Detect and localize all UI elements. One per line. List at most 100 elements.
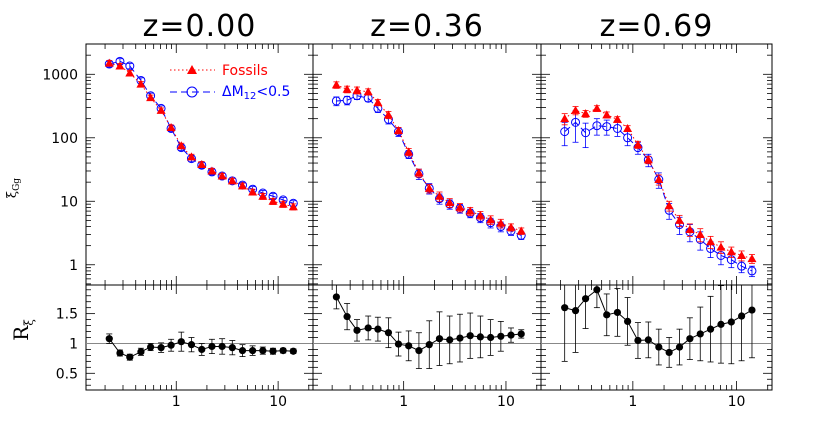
fossils-point: [747, 254, 757, 263]
ratio-point: [208, 342, 216, 351]
ratio-point: [435, 335, 444, 343]
ratio-point: [603, 311, 611, 319]
ratio-point: [394, 340, 403, 348]
fossils-point: [465, 206, 475, 215]
ratio-point: [517, 330, 525, 338]
dm12-point: [571, 117, 581, 127]
ratio-point: [269, 347, 277, 355]
ratio-point: [218, 342, 226, 351]
fossils-point: [506, 222, 516, 231]
ratio-point: [446, 336, 454, 344]
dm12-point: [612, 124, 622, 134]
ratio-point: [332, 293, 340, 301]
fossils-point: [654, 175, 664, 184]
fossils-point: [571, 105, 581, 114]
dm12-point: [747, 266, 757, 276]
ratio-point: [374, 325, 382, 333]
ratio-point: [487, 333, 495, 342]
y-tick-label: 10: [60, 194, 78, 210]
ratio-point: [259, 347, 267, 355]
ratio-point: [476, 333, 484, 341]
fossils-point: [560, 114, 570, 123]
dm12-point: [342, 95, 352, 105]
dm12-point: [331, 96, 341, 106]
fossils-point: [197, 159, 207, 168]
x-tick-label: 10: [497, 394, 515, 410]
fossils-point: [156, 105, 166, 114]
ratio-point: [105, 335, 113, 343]
series-line-dm12: [336, 95, 522, 236]
fossils-point: [445, 198, 455, 207]
legend-dm12-marker: [186, 86, 198, 98]
fossils-point: [268, 196, 278, 205]
ratio-point: [187, 341, 196, 349]
ratio-point: [727, 318, 735, 326]
fossils-point: [434, 191, 444, 200]
ratio-point: [581, 295, 590, 303]
series-line-dm12: [109, 60, 294, 204]
fossils-point: [248, 187, 258, 196]
fossils-point: [166, 123, 176, 132]
fossils-point: [486, 215, 496, 224]
dm12-point: [592, 121, 602, 131]
fossils-point: [695, 229, 705, 238]
x-tick-label: 1: [628, 394, 637, 410]
fossils-point: [716, 242, 726, 251]
panel-title: z=0.69: [600, 9, 714, 44]
ratio-point: [706, 325, 715, 333]
ratio-point: [415, 347, 423, 355]
series-line-fossils: [336, 84, 522, 232]
bottom-panel-frame-0: [85, 284, 314, 391]
fossils-point: [258, 191, 268, 200]
fossils-point: [331, 80, 341, 89]
dm12-point: [623, 133, 633, 143]
ratio-y-tick-label: 0.5: [56, 366, 78, 382]
ratio-point: [116, 349, 124, 357]
ratio-point: [126, 353, 134, 361]
panel-title: z=0.36: [370, 9, 484, 44]
ratio-point: [343, 313, 351, 321]
fossils-point: [706, 237, 716, 246]
fossils-point: [455, 202, 465, 211]
fossils-point: [136, 79, 146, 88]
ratio-point: [593, 286, 601, 294]
ratio-point: [613, 308, 622, 317]
ratio-point: [198, 345, 206, 354]
ratio-point: [675, 343, 684, 351]
fossils-point: [737, 250, 747, 259]
fossils-point: [176, 141, 186, 150]
fossils-point: [363, 87, 373, 96]
fossils-point: [685, 224, 695, 233]
ratio-point: [655, 343, 663, 351]
ratio-point: [289, 347, 297, 355]
ratio-point: [147, 343, 155, 351]
fossils-point: [726, 247, 736, 256]
y-tick-label: 1000: [42, 67, 78, 83]
fossils-point: [207, 166, 217, 175]
ratio-point: [634, 336, 642, 345]
ratio-point: [738, 312, 746, 320]
ratio-point: [137, 348, 145, 356]
legend-fossils-label: Fossils: [222, 63, 268, 79]
fossils-point: [623, 124, 633, 133]
ratio-point: [228, 344, 236, 352]
ratio-point: [353, 326, 361, 334]
ratio-point: [748, 306, 756, 314]
fossils-point: [496, 218, 506, 227]
ratio-axis-label: Rξ: [9, 319, 36, 341]
dm12-point: [560, 127, 570, 137]
dm12-point: [737, 261, 747, 271]
fossils-point: [592, 103, 602, 112]
fossils-point: [633, 140, 643, 149]
y-tick-label: 100: [51, 131, 78, 147]
ratio-point: [561, 304, 569, 312]
ratio-point: [249, 347, 257, 355]
ratio-point: [686, 335, 694, 343]
bottom-panel-frame-1: [312, 284, 542, 391]
fossils-point: [424, 183, 434, 192]
ratio-point: [571, 307, 580, 315]
ratio-point: [157, 344, 165, 352]
fossils-point: [393, 126, 403, 135]
ratio-point: [696, 330, 704, 338]
fossils-point: [125, 68, 135, 77]
